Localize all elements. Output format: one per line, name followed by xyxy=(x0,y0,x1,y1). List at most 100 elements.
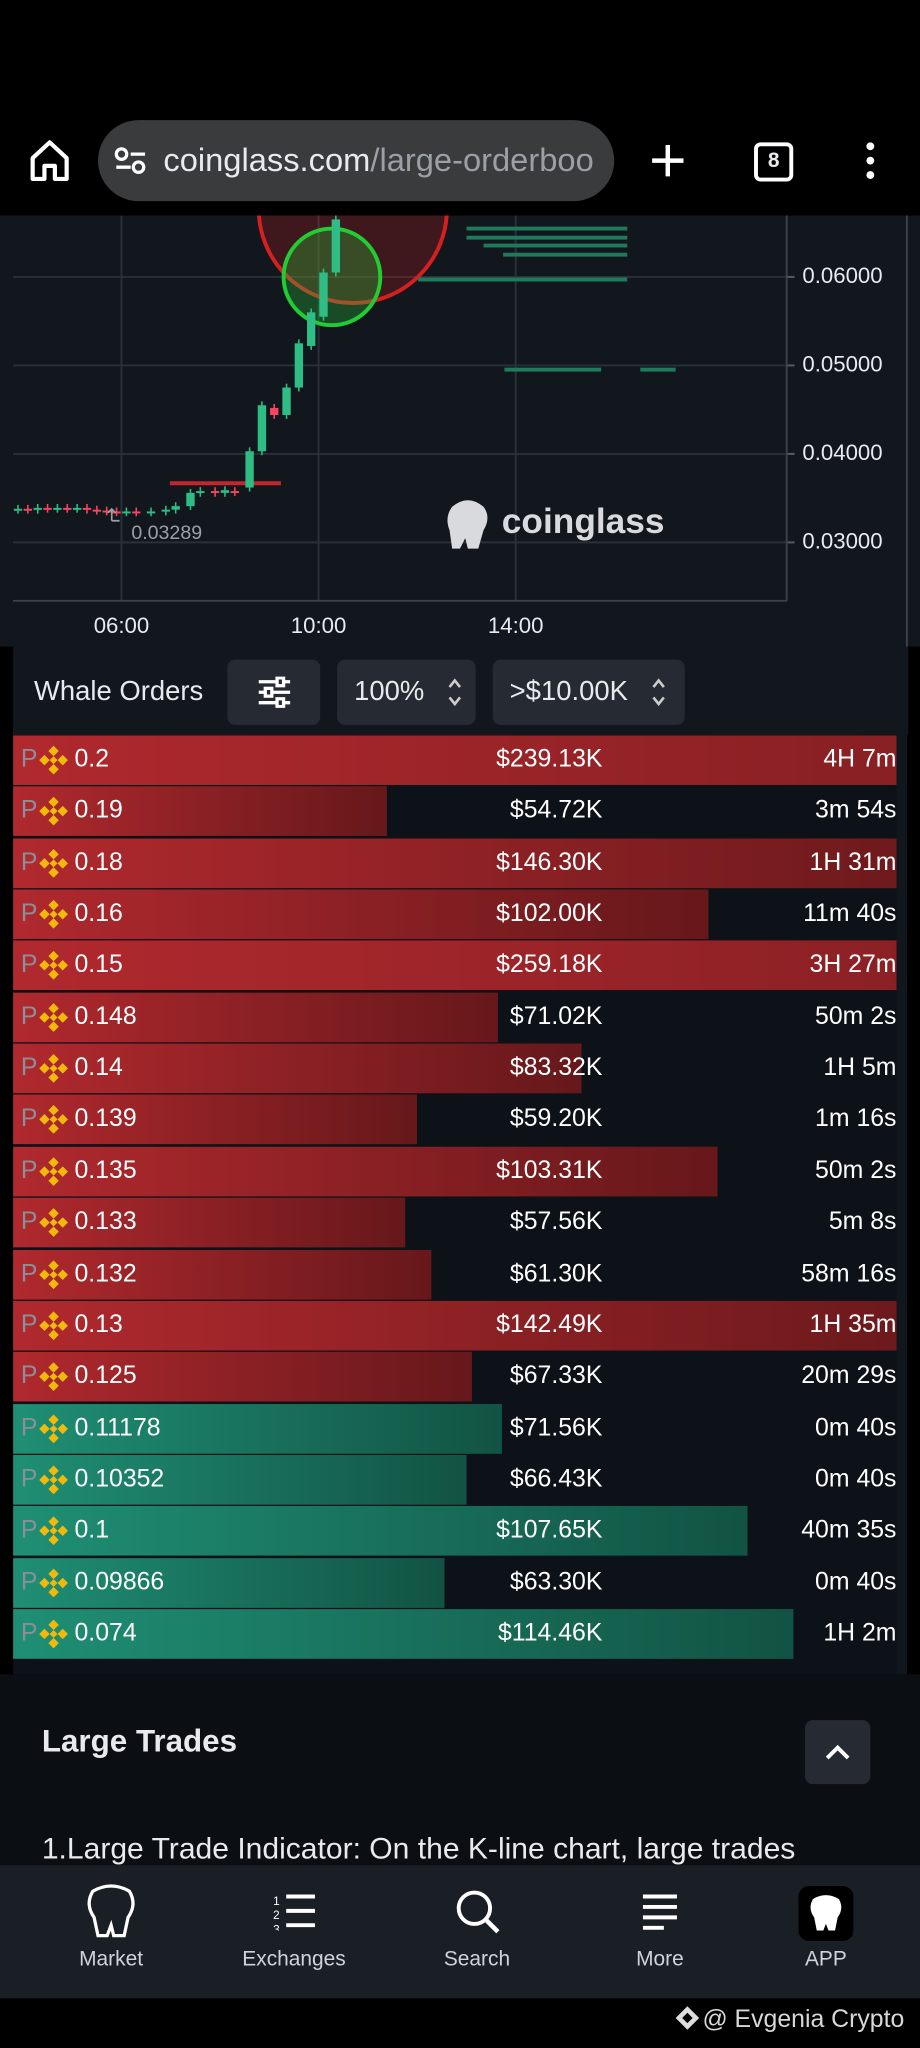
site-settings-icon[interactable] xyxy=(114,146,148,175)
nav-icon xyxy=(642,1894,677,1930)
candle-body xyxy=(257,405,267,452)
order-bar xyxy=(13,735,897,785)
order-age: 50m 2s xyxy=(815,1156,897,1185)
candle-body xyxy=(72,507,82,510)
order-age: 1m 16s xyxy=(815,1105,897,1133)
new-tab-button[interactable] xyxy=(649,142,686,179)
exchange-icon xyxy=(39,848,68,878)
order-price: 0.10352 xyxy=(74,1465,165,1493)
menu-button[interactable] xyxy=(863,141,879,180)
tab-count[interactable]: 8 xyxy=(754,142,794,182)
section-title: Large Trades xyxy=(41,1724,238,1760)
exchange-icon xyxy=(39,1259,68,1289)
order-price: 0.148 xyxy=(74,1002,137,1031)
exchange-icon xyxy=(39,1362,68,1392)
order-age: 0m 40s xyxy=(815,1568,897,1596)
nav-more[interactable]: More xyxy=(568,1865,751,1998)
candle-body xyxy=(171,506,180,510)
nav-label: Market xyxy=(79,1948,144,1971)
candle-body xyxy=(112,511,121,514)
side-marker: P xyxy=(20,848,38,876)
candle-body xyxy=(210,491,220,494)
order-row: P 0.074 $114.46K 1H 2m xyxy=(13,1609,896,1659)
controls-bar: Whale Orders 100% >$10.00K xyxy=(13,646,909,736)
order-bar xyxy=(13,1043,582,1094)
order-age: 50m 2s xyxy=(815,1002,897,1031)
orders-table: P 0.2 $239.13K 4H 7m P 0.19 $54.72K 3m 54s P 0.18… xyxy=(13,735,907,1675)
candle-body xyxy=(102,510,111,513)
order-value: $59.20K xyxy=(509,1105,603,1133)
order-bar xyxy=(13,1300,897,1351)
order-bar xyxy=(13,786,387,837)
exchange-icon xyxy=(39,951,68,981)
exchange-icon xyxy=(39,1516,68,1546)
candle-body xyxy=(53,507,62,510)
size-select[interactable]: >$10.00K xyxy=(492,659,685,725)
side-marker: P xyxy=(20,1002,38,1031)
order-price: 0.125 xyxy=(74,1362,137,1390)
order-price: 0.13 xyxy=(74,1311,123,1339)
order-price: 0.11178 xyxy=(74,1413,161,1442)
order-value: $239.13K xyxy=(496,745,603,774)
order-row: P 0.135 $103.31K 50m 2s xyxy=(13,1146,897,1197)
order-bar xyxy=(13,1506,748,1556)
side-marker: P xyxy=(20,899,38,928)
order-value: $63.30K xyxy=(509,1568,603,1596)
section-label: Whale Orders xyxy=(33,676,204,707)
order-row: P 0.19 $54.72K 3m 54s xyxy=(13,786,897,837)
candle-body xyxy=(282,387,291,415)
order-value: $142.49K xyxy=(496,1311,603,1339)
filter-button[interactable] xyxy=(227,659,321,725)
order-value: $71.56K xyxy=(509,1413,603,1442)
candle-body xyxy=(307,312,316,346)
nav-exchanges[interactable]: 1 2 3 Exchanges xyxy=(203,1865,386,1998)
candle-body xyxy=(82,507,92,510)
side-marker: P xyxy=(20,1362,38,1390)
order-age: 0m 40s xyxy=(815,1413,897,1442)
exchange-icon xyxy=(39,745,68,775)
order-bar xyxy=(13,1146,718,1197)
order-age: 3H 27m xyxy=(809,951,897,979)
url-path: /large-orderboo xyxy=(370,142,594,179)
side-marker: P xyxy=(20,797,38,825)
side-marker: P xyxy=(20,1259,38,1288)
candle-body xyxy=(331,219,341,273)
home-button[interactable] xyxy=(29,138,71,182)
side-marker: P xyxy=(20,1156,38,1185)
nav-market[interactable]: Market xyxy=(20,1865,203,1998)
order-row: P 0.2 $239.13K 4H 7m xyxy=(13,735,897,785)
filter-icon xyxy=(258,676,290,709)
order-bar xyxy=(13,838,897,888)
low-marker-label: 0.03289 xyxy=(131,522,202,544)
order-row: P 0.10352 $66.43K 0m 40s xyxy=(13,1454,896,1505)
order-age: 11m 40s xyxy=(803,899,897,928)
order-age: 3m 54s xyxy=(815,797,897,825)
nav-search[interactable]: Search xyxy=(386,1865,569,1998)
candle-body xyxy=(122,511,131,514)
nav-app[interactable]: APP xyxy=(734,1865,917,1998)
candle-body xyxy=(294,343,304,388)
candle-body xyxy=(186,492,195,507)
order-bar xyxy=(13,1609,794,1659)
x-tick-label: 14:00 xyxy=(488,613,544,638)
order-price: 0.15 xyxy=(74,951,123,979)
candle-body xyxy=(270,407,279,415)
order-row: P 0.13 $142.49K 1H 35m xyxy=(13,1300,897,1351)
side-marker: P xyxy=(20,1054,38,1082)
candle-body xyxy=(161,509,171,512)
collapse-button[interactable] xyxy=(805,1720,871,1785)
exchange-icon xyxy=(39,1465,68,1495)
order-value: $146.30K xyxy=(496,848,603,876)
url-bar[interactable]: coinglass.com/large-orderboo xyxy=(98,120,615,202)
nav-label: APP xyxy=(804,1948,847,1971)
chevron-up xyxy=(825,1744,850,1760)
percent-select[interactable]: 100% xyxy=(337,659,476,725)
order-value: $67.33K xyxy=(509,1362,603,1390)
order-value: $259.18K xyxy=(496,951,603,979)
order-price: 0.133 xyxy=(74,1208,137,1236)
order-price: 0.19 xyxy=(74,797,123,825)
candle-body xyxy=(33,507,42,510)
order-row: P 0.11178 $71.56K 0m 40s xyxy=(13,1403,897,1454)
